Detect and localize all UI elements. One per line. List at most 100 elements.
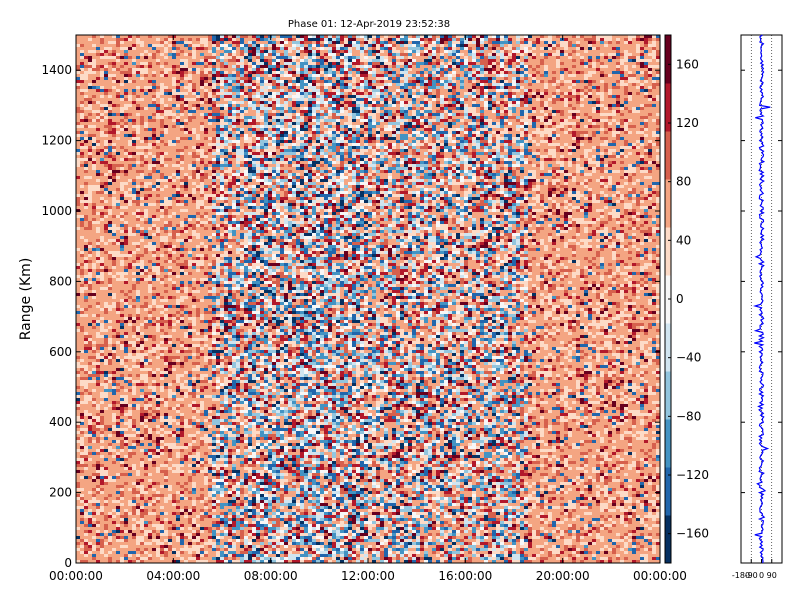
heatmap-cell — [152, 311, 156, 314]
heatmap-cell — [172, 158, 176, 161]
heatmap-cell — [84, 266, 88, 269]
heatmap-cell — [128, 269, 132, 272]
heatmap-cell — [112, 143, 116, 146]
heatmap-cell — [92, 356, 96, 359]
heatmap-cell — [124, 407, 128, 410]
heatmap-cell — [104, 209, 108, 212]
heatmap-cell — [116, 155, 120, 158]
heatmap-cell — [184, 68, 188, 71]
heatmap-cell — [156, 62, 160, 65]
heatmap-cell — [144, 53, 148, 56]
heatmap-cell — [132, 425, 136, 428]
heatmap-cell — [136, 95, 140, 98]
heatmap-cell — [92, 113, 96, 116]
heatmap-cell — [80, 413, 84, 416]
heatmap-cell — [188, 104, 192, 107]
heatmap-cell — [116, 518, 120, 521]
heatmap-cell — [96, 248, 100, 251]
heatmap-cell — [156, 350, 160, 353]
heatmap-cell — [84, 452, 88, 455]
heatmap-cell — [88, 275, 92, 278]
heatmap-cell — [184, 470, 188, 473]
heatmap-cell — [80, 206, 84, 209]
heatmap-cell — [124, 311, 128, 314]
heatmap-cell — [84, 386, 88, 389]
heatmap-cell — [148, 296, 152, 299]
heatmap-cell — [184, 377, 188, 380]
heatmap-cell — [124, 215, 128, 218]
heatmap-cell — [104, 431, 108, 434]
heatmap-cell — [152, 206, 156, 209]
heatmap-cell — [148, 206, 152, 209]
heatmap-cell — [112, 80, 116, 83]
heatmap-cell — [180, 350, 184, 353]
heatmap-cell — [160, 407, 164, 410]
heatmap-cell — [108, 260, 112, 263]
heatmap-cell — [164, 182, 168, 185]
heatmap-cell — [120, 245, 124, 248]
heatmap-cell — [152, 218, 156, 221]
heatmap-cell — [156, 191, 160, 194]
heatmap-cell — [76, 206, 80, 209]
heatmap-cell — [88, 179, 92, 182]
heatmap-cell — [164, 503, 168, 506]
heatmap-cell — [156, 431, 160, 434]
heatmap-cell — [92, 425, 96, 428]
heatmap-cell — [156, 377, 160, 380]
heatmap-cell — [180, 62, 184, 65]
heatmap-cell — [104, 500, 108, 503]
heatmap-cell — [176, 47, 180, 50]
heatmap-cell — [176, 353, 180, 356]
heatmap-cell — [112, 245, 116, 248]
heatmap-cell — [160, 179, 164, 182]
heatmap-cell — [180, 59, 184, 62]
heatmap-cell — [116, 509, 120, 512]
heatmap-cell — [84, 461, 88, 464]
heatmap-cell — [112, 209, 116, 212]
heatmap-cell — [156, 176, 160, 179]
heatmap-cell — [112, 137, 116, 140]
heatmap-cell — [176, 68, 180, 71]
heatmap-cell — [184, 314, 188, 317]
heatmap-cell — [84, 191, 88, 194]
heatmap-cell — [108, 83, 112, 86]
heatmap-cell — [100, 353, 104, 356]
heatmap-cell — [180, 170, 184, 173]
heatmap-cell — [100, 410, 104, 413]
heatmap-cell — [144, 77, 148, 80]
heatmap-cell — [140, 224, 144, 227]
heatmap-cell — [96, 317, 100, 320]
heatmap-cell — [112, 329, 116, 332]
heatmap-cell — [144, 44, 148, 47]
heatmap-cell — [84, 464, 88, 467]
heatmap-cell — [164, 419, 168, 422]
heatmap-cell — [128, 98, 132, 101]
heatmap-cell — [108, 461, 112, 464]
heatmap-cell — [92, 488, 96, 491]
heatmap-cell — [124, 68, 128, 71]
heatmap-cell — [96, 407, 100, 410]
heatmap-cell — [152, 344, 156, 347]
heatmap-cell — [84, 113, 88, 116]
heatmap-cell — [88, 452, 92, 455]
heatmap-cell — [124, 545, 128, 548]
heatmap-cell — [152, 485, 156, 488]
heatmap-cell — [84, 503, 88, 506]
heatmap-cell — [100, 293, 104, 296]
heatmap-cell — [160, 359, 164, 362]
heatmap-cell — [100, 242, 104, 245]
heatmap-cell — [92, 155, 96, 158]
heatmap-cell — [176, 254, 180, 257]
heatmap-cell — [124, 314, 128, 317]
heatmap-cell — [96, 512, 100, 515]
heatmap-cell — [100, 374, 104, 377]
heatmap-cell — [80, 41, 84, 44]
heatmap-cell — [176, 362, 180, 365]
heatmap-cell — [132, 329, 136, 332]
heatmap-cell — [88, 362, 92, 365]
heatmap-cell — [88, 266, 92, 269]
heatmap-cell — [184, 341, 188, 344]
heatmap-cell — [144, 299, 148, 302]
heatmap-cell — [128, 338, 132, 341]
heatmap-cell — [160, 473, 164, 476]
